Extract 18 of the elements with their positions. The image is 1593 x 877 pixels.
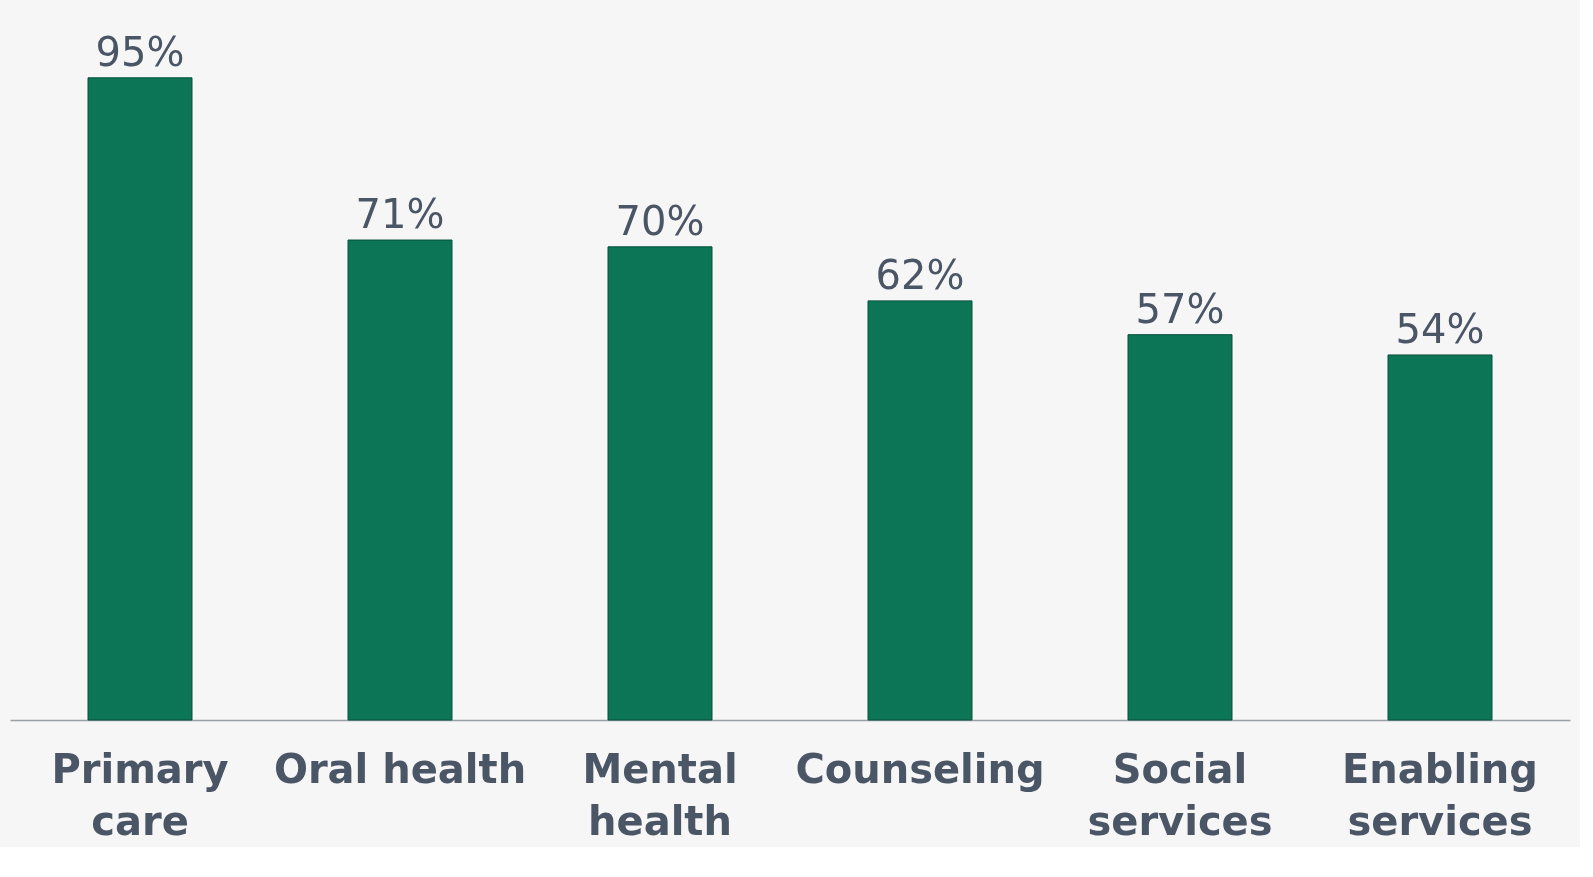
data-label: 71% [355,191,445,238]
x-tick-label: Oral health [273,745,527,792]
x-tick-label: Primary care [51,745,229,844]
bar [87,77,193,721]
x-tick-label: Social services [1087,745,1273,844]
x-tick-label: Enabling services [1342,745,1538,844]
data-label: 57% [1135,285,1225,332]
bar [1127,334,1233,721]
data-label: 70% [615,197,705,244]
bar [867,300,973,721]
x-tick-label: Mental health [582,745,738,844]
bar [607,246,713,721]
data-label: 62% [875,251,965,298]
x-tick-label: Counseling [795,745,1045,792]
bar [1387,354,1493,721]
data-label: 54% [1395,305,1485,352]
data-label: 95% [95,28,185,75]
bar [347,239,453,721]
